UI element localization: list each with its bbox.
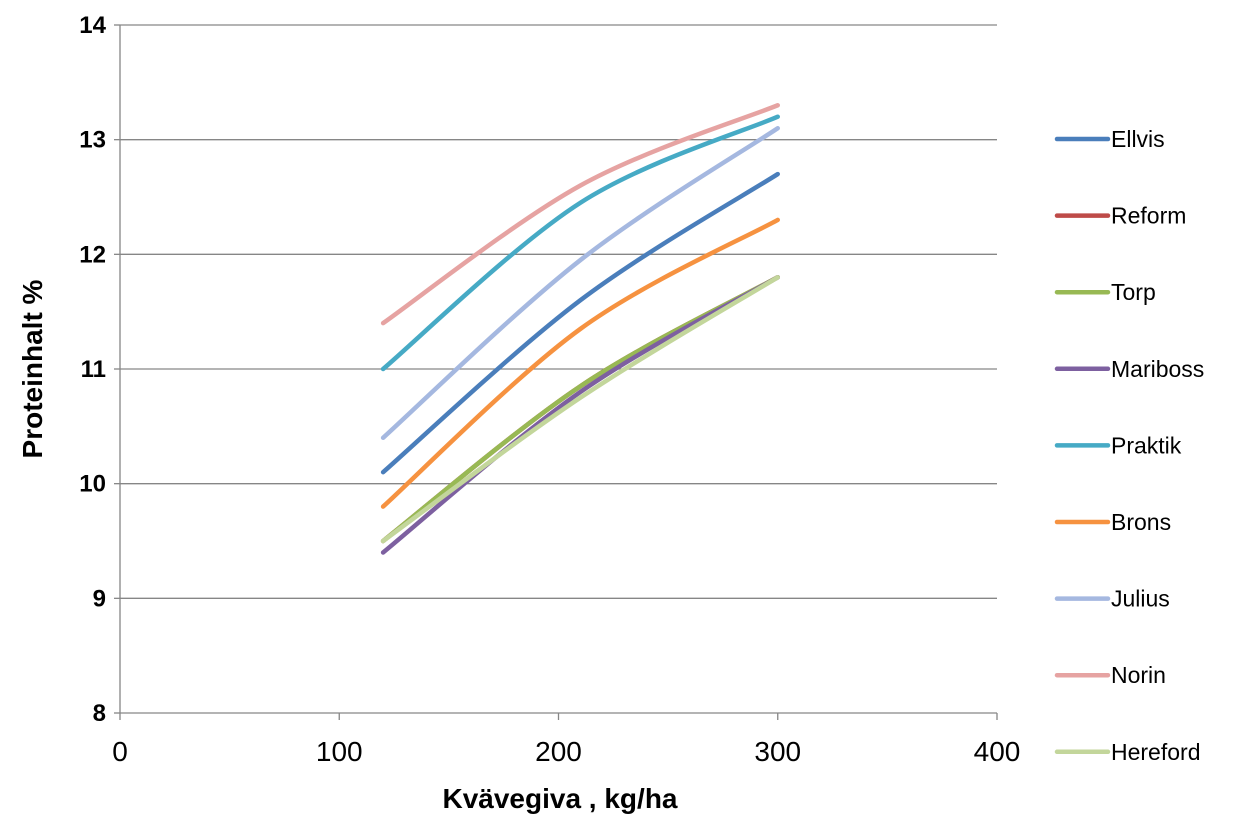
legend-item-reform: Reform [1054,203,1186,229]
x-axis-title: Kvävegiva , kg/ha [442,783,677,814]
series-line-praktik [380,114,780,372]
legend-item-norin: Norin [1054,662,1166,688]
legend-item-torp: Torp [1054,279,1156,305]
legend-item-ellvis: Ellvis [1054,126,1165,152]
legend-label: Reform [1111,203,1186,229]
legend-label: Torp [1111,279,1156,305]
y-tick-label: 11 [81,356,106,383]
y-tick-label: 12 [79,241,106,268]
y-tick-label: 14 [79,12,106,39]
legend-label: Julius [1111,586,1170,612]
legend-item-praktik: Praktik [1054,432,1182,458]
series-line-hereford [380,275,780,544]
series-line-ellvis [380,171,780,475]
legend-label: Praktik [1111,432,1182,458]
legend-label: Norin [1111,662,1166,688]
x-tick-label: 400 [974,736,1021,767]
y-axis-title: Proteinhalt % [17,279,48,458]
series-line-brons [380,217,780,509]
axes [114,24,998,720]
series-lines [380,103,780,555]
legend-label: Brons [1111,509,1171,535]
legend: Ellvis Reform Torp Mariboss Praktik Brons Juli… [1054,126,1204,765]
y-tick-label: 13 [79,127,106,154]
x-tick-label: 100 [316,736,363,767]
legend-label: Mariboss [1111,356,1204,382]
legend-item-mariboss: Mariboss [1054,356,1204,382]
legend-item-hereford: Hereford [1054,739,1200,765]
y-tick-label: 8 [93,700,106,727]
y-tick-label: 10 [79,471,106,498]
x-tick-label: 200 [535,736,582,767]
x-tick-label: 300 [754,736,801,767]
tick-labels: 8 9 10 11 12 13 14 0 100 200 300 400 [79,12,1020,767]
legend-item-brons: Brons [1054,509,1171,535]
legend-item-julius: Julius [1054,586,1170,612]
series-line-julius [380,125,780,441]
x-tick-label: 0 [112,736,128,767]
legend-label: Ellvis [1111,126,1165,152]
legend-label: Hereford [1111,739,1200,765]
series-line-norin [380,103,780,326]
y-tick-label: 9 [93,585,106,612]
gridlines [120,24,997,599]
